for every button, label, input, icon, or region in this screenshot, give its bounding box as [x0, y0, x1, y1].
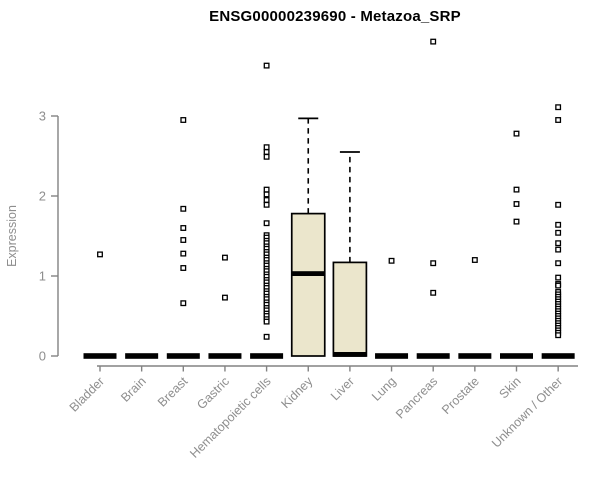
outlier-point-unknown-other	[555, 332, 562, 339]
outlier-point-breast	[180, 300, 187, 307]
outlier-point-unknown-other	[555, 117, 562, 123]
x-tick-label-lung: Lung	[369, 374, 399, 404]
y-tick-label: 2	[39, 189, 46, 204]
outlier-point-hematopoietic-cells	[263, 153, 270, 160]
outlier-point-gastric	[221, 294, 228, 301]
median-line-kidney	[291, 271, 325, 276]
outlier-point-skin	[513, 186, 520, 193]
box-gastric	[208, 353, 242, 359]
x-tick-label-unknown-other: Unknown / Other	[489, 374, 565, 450]
x-tick-label-pancreas: Pancreas	[393, 374, 440, 421]
outlier-point-hematopoietic-cells	[263, 201, 270, 208]
y-tick-label: 3	[39, 109, 46, 124]
outlier-point-bladder	[97, 251, 103, 258]
box-skin	[500, 353, 533, 359]
box-liver	[332, 261, 368, 357]
outlier-point-breast	[180, 225, 187, 231]
x-tick-label-prostate: Prostate	[439, 374, 482, 417]
outlier-point-prostate	[471, 257, 478, 263]
y-axis-label: Expression	[5, 205, 19, 267]
box-hematopoietic-cells	[250, 353, 284, 359]
box-lung	[375, 353, 409, 359]
box-brain	[125, 353, 159, 359]
outlier-point-pancreas	[430, 289, 437, 296]
outlier-point-lung	[388, 257, 395, 264]
outlier-point-skin	[513, 130, 520, 137]
outlier-point-unknown-other	[555, 260, 562, 267]
outlier-point-pancreas	[430, 38, 437, 45]
x-tick-label-kidney: Kidney	[278, 374, 315, 411]
outlier-point-hematopoietic-cells	[263, 318, 270, 325]
outlier-point-unknown-other	[555, 274, 562, 281]
outlier-point-breast	[180, 265, 187, 271]
box-breast	[166, 353, 200, 359]
x-tick-label-gastric: Gastric	[194, 374, 232, 412]
y-tick-label: 0	[39, 349, 46, 364]
x-tick-label-bladder: Bladder	[67, 374, 107, 414]
box-bladder	[83, 353, 117, 359]
box-prostate	[458, 353, 492, 359]
x-tick-label-brain: Brain	[118, 374, 149, 405]
outlier-point-hematopoietic-cells	[263, 333, 270, 340]
outlier-point-breast	[180, 117, 187, 123]
outlier-point-breast	[180, 250, 187, 257]
outlier-point-pancreas	[430, 260, 437, 267]
box-unknown-other	[541, 353, 575, 359]
outlier-point-hematopoietic-cells	[263, 197, 270, 203]
x-tick-label-skin: Skin	[497, 374, 524, 401]
outlier-point-unknown-other	[555, 201, 562, 208]
outlier-point-unknown-other	[555, 229, 562, 236]
outlier-point-hematopoietic-cells	[263, 186, 270, 193]
x-tick-label-breast: Breast	[155, 374, 191, 410]
outlier-point-unknown-other	[555, 246, 562, 253]
x-tick-label-hematopoietic-cells: Hematopoietic cells	[187, 374, 274, 461]
outlier-point-hematopoietic-cells	[263, 149, 270, 155]
box-kidney	[290, 212, 326, 357]
y-tick-label: 1	[39, 269, 46, 284]
outlier-point-skin	[513, 218, 520, 225]
outlier-point-skin	[513, 201, 520, 207]
box-pancreas	[416, 353, 450, 359]
outlier-point-hematopoietic-cells	[263, 144, 270, 151]
outlier-point-unknown-other	[555, 240, 562, 247]
outlier-point-unknown-other	[555, 104, 562, 111]
outlier-point-hematopoietic-cells	[263, 220, 270, 227]
outlier-point-unknown-other	[555, 282, 562, 289]
outlier-point-unknown-other	[555, 221, 562, 228]
outlier-point-hematopoietic-cells	[263, 191, 270, 198]
outlier-point-breast	[180, 237, 187, 243]
chart-title: ENSG00000239690 - Metazoa_SRP	[209, 8, 461, 25]
outlier-point-breast	[180, 205, 187, 212]
median-line-liver	[333, 352, 367, 357]
x-tick-label-liver: Liver	[328, 374, 357, 403]
outlier-point-hematopoietic-cells	[263, 62, 270, 69]
outlier-point-gastric	[221, 254, 228, 261]
